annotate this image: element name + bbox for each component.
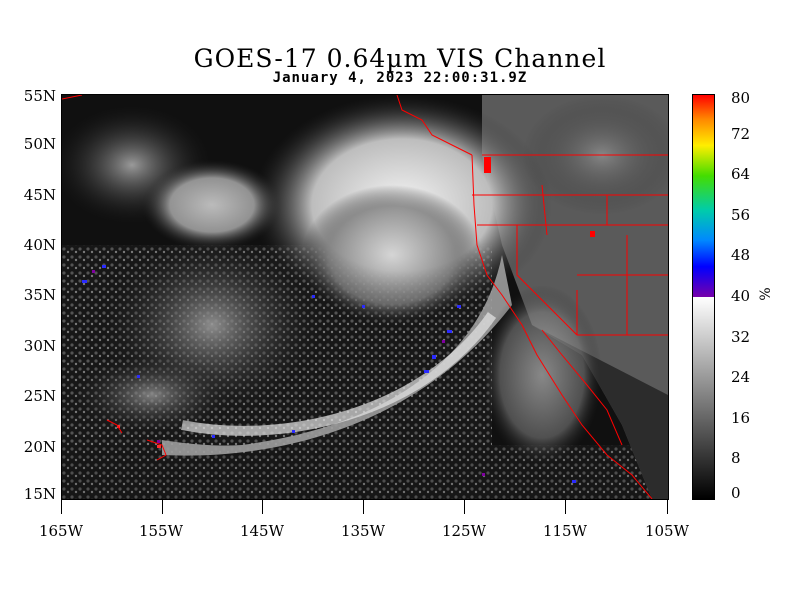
x-tickmark	[162, 498, 163, 514]
lat-label: 35N	[23, 286, 56, 304]
colorbar-tick: 64	[731, 165, 751, 183]
colorbar-tick: 32	[731, 328, 751, 346]
colorbar-gray-segment	[693, 297, 714, 499]
colorbar-tick: 40	[731, 287, 751, 305]
lon-label: 165W	[38, 522, 84, 540]
colorbar-tick: 8	[731, 449, 741, 467]
colorbar-tick: 56	[731, 206, 751, 224]
lon-label: 105W	[644, 522, 690, 540]
x-tickmark	[565, 498, 566, 514]
satellite-image	[61, 94, 669, 500]
x-tickmark	[61, 498, 62, 514]
colorbar-tick: 16	[731, 409, 751, 427]
lat-label: 40N	[23, 236, 56, 254]
lat-label: 45N	[23, 186, 56, 204]
colorbar	[692, 94, 715, 500]
lat-label: 25N	[23, 387, 56, 405]
lon-label: 155W	[138, 522, 184, 540]
x-tickmark	[363, 498, 364, 514]
colorbar-tick: 72	[731, 125, 751, 143]
lon-label: 145W	[239, 522, 285, 540]
lon-label: 135W	[340, 522, 386, 540]
colorbar-unit: %	[755, 287, 772, 301]
lat-label: 50N	[23, 135, 56, 153]
lon-label: 115W	[542, 522, 588, 540]
colorbar-tick: 0	[731, 484, 741, 502]
lat-label: 30N	[23, 337, 56, 355]
x-tickmark	[464, 498, 465, 514]
x-tickmark	[667, 498, 668, 514]
lat-label: 20N	[23, 438, 56, 456]
map-title: GOES-17 0.64µm VIS Channel	[193, 44, 607, 73]
lat-label: 55N	[23, 87, 56, 105]
colorbar-tick: 24	[731, 368, 751, 386]
x-tickmark	[262, 498, 263, 514]
colorbar-tick: 80	[731, 89, 751, 107]
map-timestamp: January 4, 2023 22:00:31.9Z	[272, 70, 528, 86]
colorbar-tick: 48	[731, 246, 751, 264]
colorbar-color-segment	[693, 95, 714, 297]
lat-label: 15N	[23, 485, 56, 503]
lon-label: 125W	[441, 522, 487, 540]
